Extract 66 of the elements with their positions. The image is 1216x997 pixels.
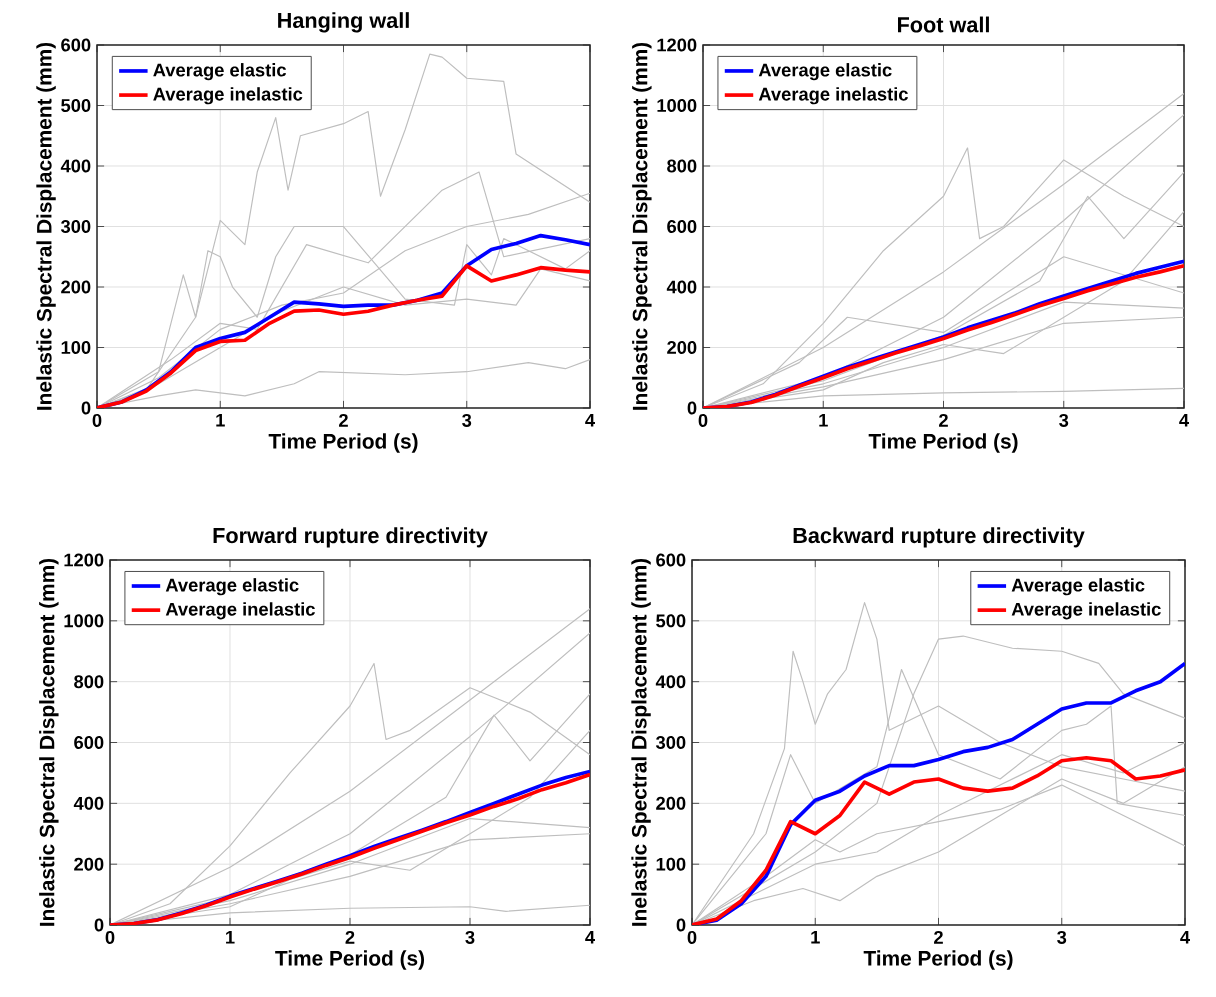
x-tick-label: 1 — [819, 413, 828, 427]
x-axis-title: Time Period (s) — [275, 950, 425, 970]
y-tick-label: 100 — [656, 857, 686, 871]
x-tick-label: 4 — [1180, 930, 1190, 944]
y-tick-label: 800 — [74, 675, 104, 689]
y-tick-label: 400 — [655, 675, 686, 689]
legend-label: Average elastic — [153, 63, 287, 81]
x-tick-label: 2 — [939, 413, 948, 427]
x-tick-label: 2 — [934, 930, 943, 944]
legend-label: Average inelastic — [758, 87, 908, 105]
x-tick-label: 3 — [462, 413, 472, 427]
y-tick-label: 200 — [74, 857, 104, 871]
x-tick-label: 1 — [216, 413, 225, 427]
y-tick-label: 1200 — [64, 553, 104, 567]
legend-label: Average elastic — [1011, 578, 1145, 596]
y-tick-label: 100 — [61, 341, 91, 354]
y-tick-label: 300 — [60, 220, 91, 234]
y-tick-label: 0 — [94, 918, 104, 932]
y-tick-label: 200 — [656, 796, 686, 810]
x-axis-title: Time Period (s) — [863, 950, 1013, 970]
chart-title: Forward rupture directivity — [213, 527, 488, 548]
x-tick-label: 1 — [226, 930, 235, 944]
x-tick-label: 4 — [585, 930, 595, 944]
legend-label: Average inelastic — [165, 602, 315, 620]
y-tick-label: 200 — [61, 280, 91, 294]
legend-label: Average inelastic — [1011, 602, 1161, 620]
x-axis-title: Time Period (s) — [268, 433, 418, 453]
x-tick-label: 3 — [465, 930, 475, 944]
x-tick-label: 4 — [585, 413, 595, 427]
chart-title: Backward rupture directivity — [793, 527, 1085, 548]
x-tick-label: 2 — [345, 930, 355, 944]
y-tick-label: 600 — [667, 220, 697, 233]
x-tick-label: 4 — [1179, 413, 1189, 427]
y-tick-label: 0 — [81, 401, 91, 415]
y-tick-label: 600 — [61, 38, 91, 52]
y-tick-label: 0 — [676, 918, 686, 932]
chart-title: Hanging wall — [278, 12, 409, 33]
x-tick-label: 0 — [105, 930, 115, 944]
y-tick-label: 400 — [60, 159, 91, 173]
y-tick-label: 1000 — [64, 614, 104, 628]
y-axis-title: Inelastic Spectral Displacement (mm) — [631, 558, 651, 926]
x-tick-label: 0 — [698, 413, 708, 427]
legend-label: Average elastic — [758, 63, 892, 81]
x-tick-label: 1 — [811, 930, 820, 944]
y-tick-label: 800 — [667, 159, 697, 173]
y-tick-label: 500 — [61, 99, 91, 112]
x-tick-label: 3 — [1057, 930, 1067, 944]
y-axis-title: Inelastic Spectral Displacement (mm) — [39, 558, 59, 926]
y-tick-label: 600 — [656, 553, 686, 567]
y-axis-title: Inelastic Spectral Displacement (mm) — [632, 42, 652, 410]
y-tick-label: 1200 — [657, 38, 697, 52]
x-tick-label: 2 — [339, 413, 348, 427]
y-tick-label: 400 — [666, 280, 697, 294]
y-axis-title: Inelastic Spectral Displacement (mm) — [36, 42, 56, 410]
legend-label: Average inelastic — [153, 87, 303, 105]
legend-label: Average elastic — [165, 578, 299, 596]
y-tick-label: 200 — [667, 341, 697, 354]
x-tick-label: 3 — [1059, 413, 1069, 427]
x-axis-title: Time Period (s) — [868, 433, 1018, 453]
y-tick-label: 0 — [687, 401, 697, 415]
y-tick-label: 500 — [656, 614, 686, 628]
y-tick-label: 300 — [655, 736, 686, 750]
y-tick-label: 400 — [73, 796, 104, 810]
y-tick-label: 1000 — [657, 99, 697, 112]
y-tick-label: 600 — [74, 736, 104, 750]
chart-title: Foot wall — [898, 16, 989, 33]
